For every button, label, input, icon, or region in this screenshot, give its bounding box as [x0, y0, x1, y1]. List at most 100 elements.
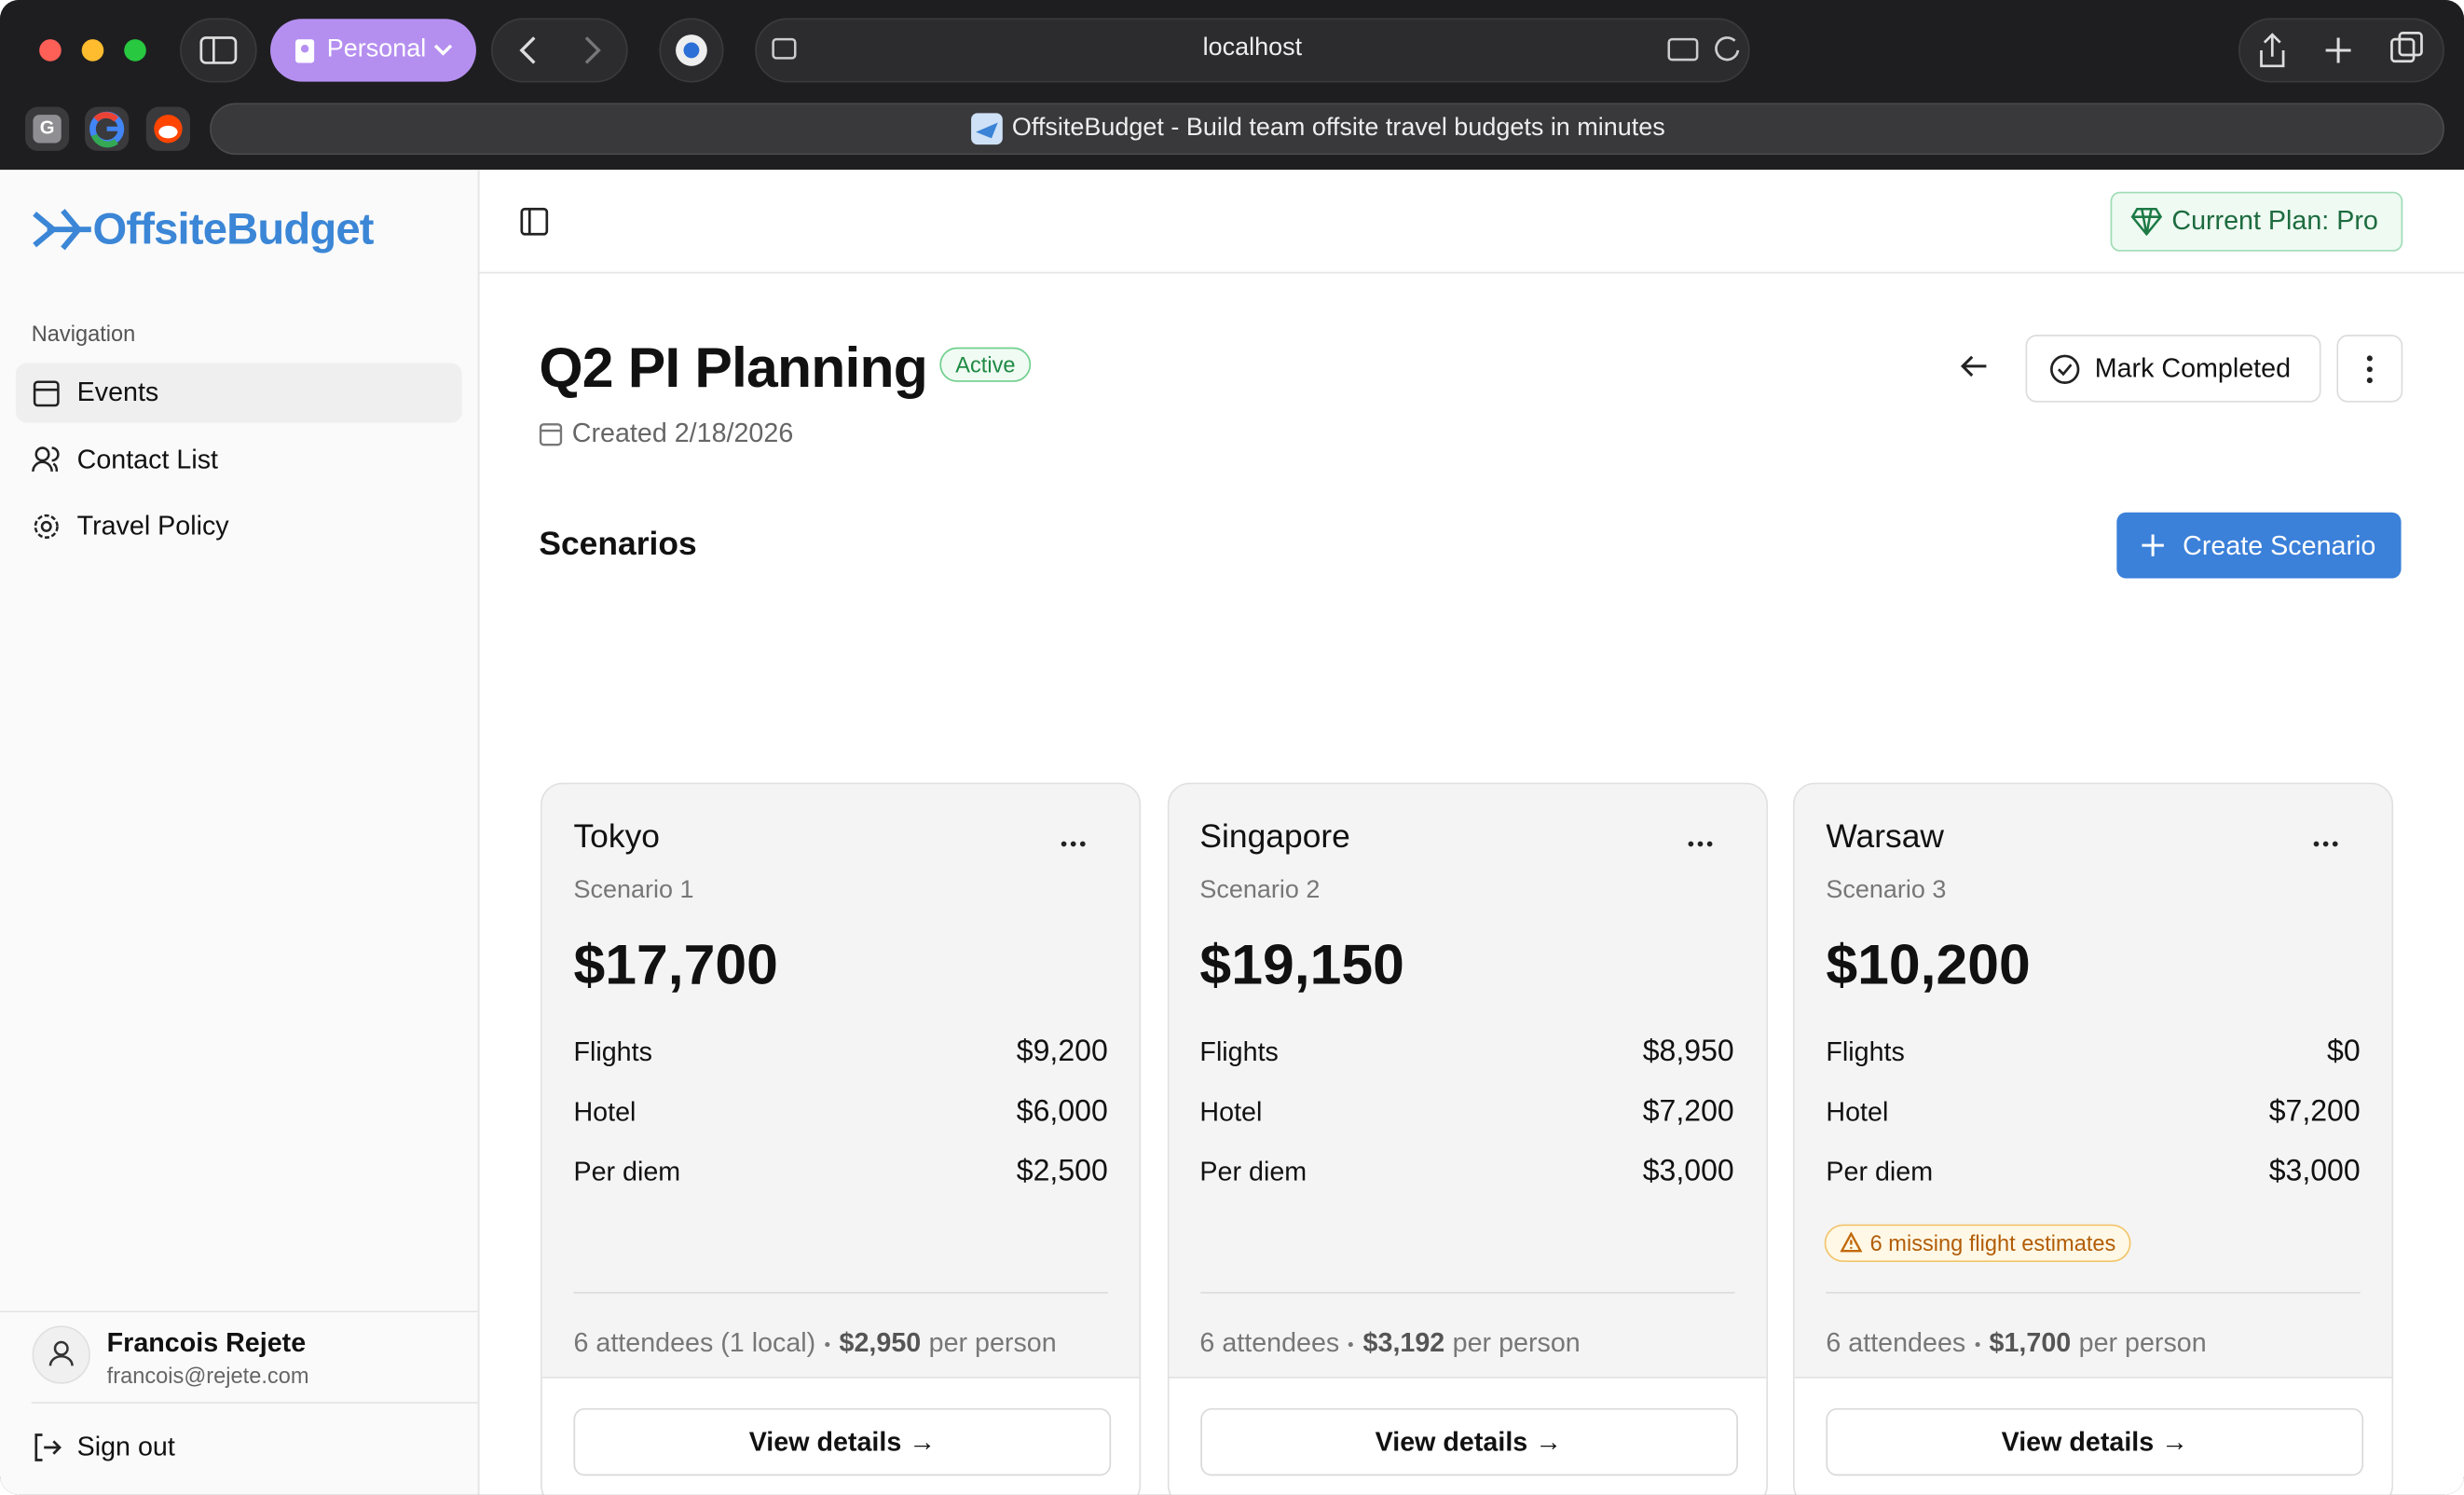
- cost-label: Hotel: [1199, 1096, 1263, 1128]
- view-details[interactable]: View details →: [1199, 1407, 1738, 1476]
- cost-label: Per diem: [1199, 1157, 1307, 1187]
- cost-value: $3,000: [2268, 1155, 2361, 1188]
- calendar-icon: [539, 423, 563, 446]
- scenario-total: $19,150: [1199, 931, 1404, 997]
- scenarios-heading: Scenarios: [539, 526, 697, 563]
- card-menu[interactable]: [1061, 841, 1086, 847]
- card-footer: 6 attendees (1 local) $2,950 per person: [573, 1328, 1056, 1360]
- cost-label: Flights: [1199, 1036, 1279, 1067]
- cost-label: Hotel: [1826, 1096, 1889, 1128]
- scenario-name: Warsaw: [1826, 818, 1944, 856]
- plus-icon: [2142, 534, 2164, 556]
- create-scenario: Create Scenario: [2183, 530, 2376, 561]
- nav-item[interactable]: Events: [76, 377, 159, 407]
- cost-value: $7,200: [1642, 1095, 1734, 1129]
- check-icon: [2050, 354, 2080, 384]
- pinned-tab[interactable]: G: [39, 116, 55, 139]
- nav-item[interactable]: Travel Policy: [76, 511, 229, 542]
- card-menu[interactable]: [2313, 841, 2338, 847]
- event-title: Q2 PI Planning: [539, 335, 927, 400]
- card-divider: [1826, 1292, 2361, 1294]
- scenario-card: Warsaw Scenario 3 $10,200 Flights $0 Hotel $7,…: [1792, 782, 2394, 1495]
- warning-icon: [1840, 1231, 1863, 1253]
- sidebar: OffsiteBudget Navigation Events Contact L…: [0, 170, 480, 1495]
- scenario-total: $17,700: [573, 931, 778, 997]
- scenario-label: Scenario 3: [1826, 876, 1947, 904]
- separator-dot: [1348, 1342, 1354, 1348]
- scenario-label: Scenario 1: [573, 876, 694, 904]
- scenario-card: Singapore Scenario 2 $19,150 Flights $8,950 H…: [1167, 782, 1768, 1495]
- main: Current Plan: Pro Q2 PI Planning Active …: [479, 170, 2464, 1495]
- nav-icons: [32, 380, 60, 539]
- cost-label: Flights: [1826, 1036, 1905, 1067]
- url[interactable]: localhost: [1202, 34, 1303, 62]
- avatar: [32, 1325, 90, 1384]
- more-icon: [2366, 355, 2373, 384]
- card-body: [541, 784, 1140, 1378]
- logo[interactable]: OffsiteBudget: [92, 204, 374, 254]
- scenario-label: Scenario 2: [1199, 876, 1321, 904]
- separator-dot: [825, 1342, 830, 1348]
- browser-chrome: Personal localhost G OffsiteBudget - Bui…: [0, 0, 2464, 171]
- profile-pill[interactable]: Personal: [270, 19, 476, 82]
- scenario-name: Tokyo: [573, 818, 660, 856]
- nav-active-bg: [15, 363, 462, 423]
- card-divider: [1199, 1292, 1734, 1294]
- warning-badge: 6 missing flight estimates: [1824, 1224, 2132, 1263]
- gem-icon: [2130, 208, 2163, 236]
- create-scenario-button[interactable]: Create Scenario: [2116, 512, 2402, 579]
- user-email: francois@rejete.com: [106, 1362, 309, 1388]
- plan: Current Plan: Pro: [2171, 205, 2378, 236]
- sign-out[interactable]: Sign out: [76, 1432, 175, 1462]
- status-badge: Active: [939, 347, 1032, 382]
- attendees: 6 attendees: [1826, 1327, 1966, 1358]
- tab-title[interactable]: OffsiteBudget - Build team offsite trave…: [1011, 115, 1665, 142]
- divider: [31, 1402, 478, 1404]
- cost-label: Flights: [573, 1036, 652, 1067]
- nav-section: Navigation: [31, 320, 136, 346]
- profile-icon: [295, 39, 315, 63]
- per-person-label: per person: [2078, 1327, 2207, 1358]
- cost-label: Per diem: [1826, 1157, 1934, 1187]
- view-details[interactable]: View details →: [573, 1407, 1112, 1476]
- logo-icon: [33, 209, 91, 251]
- more-button[interactable]: [2336, 335, 2403, 403]
- created: Created 2/18/2026: [571, 418, 794, 448]
- cost-value: $2,500: [1016, 1155, 1108, 1188]
- cost-label: Per diem: [573, 1157, 681, 1187]
- divider: [0, 1310, 478, 1312]
- card-footer: 6 attendees $3,192 per person: [1199, 1328, 1580, 1360]
- header-border: [479, 271, 2464, 274]
- card-menu[interactable]: [1687, 841, 1712, 847]
- card-divider: [573, 1292, 1108, 1294]
- scenario-total: $10,200: [1826, 931, 2031, 997]
- per-person: $2,950: [839, 1327, 922, 1358]
- mark-completed: Mark Completed: [2094, 353, 2292, 384]
- sidebar-toggle[interactable]: [520, 207, 549, 236]
- back-button[interactable]: [1960, 353, 1988, 378]
- attendees: 6 attendees (1 local): [573, 1327, 816, 1358]
- separator-dot: [1975, 1342, 1980, 1348]
- per-person: $1,700: [1989, 1327, 2072, 1358]
- mark-completed-button[interactable]: Mark Completed: [2025, 335, 2321, 403]
- cost-value: $7,200: [2268, 1095, 2361, 1129]
- sign-out-icon: [34, 1433, 62, 1461]
- cost-value: $8,950: [1642, 1036, 1734, 1069]
- plan-button[interactable]: Current Plan: Pro: [2110, 191, 2403, 252]
- card-body: [1168, 784, 1766, 1378]
- view-details[interactable]: View details →: [1826, 1407, 2364, 1476]
- profile-name: Personal: [326, 35, 427, 63]
- cost-value: $0: [2327, 1036, 2361, 1069]
- nav-item[interactable]: Contact List: [76, 444, 218, 474]
- scenario-name: Singapore: [1199, 818, 1350, 856]
- user-name: Francois Rejete: [106, 1327, 307, 1358]
- chrome-icons: [24, 18, 2444, 156]
- attendees: 6 attendees: [1199, 1327, 1340, 1358]
- scenario-card: Tokyo Scenario 1 $17,700 Flights $9,200 Hotel…: [541, 782, 1142, 1495]
- cost-value: $9,200: [1016, 1036, 1108, 1069]
- warning-text: 6 missing flight estimates: [1869, 1230, 2116, 1256]
- per-person: $3,192: [1362, 1327, 1445, 1358]
- cost-value: $3,000: [1642, 1155, 1734, 1188]
